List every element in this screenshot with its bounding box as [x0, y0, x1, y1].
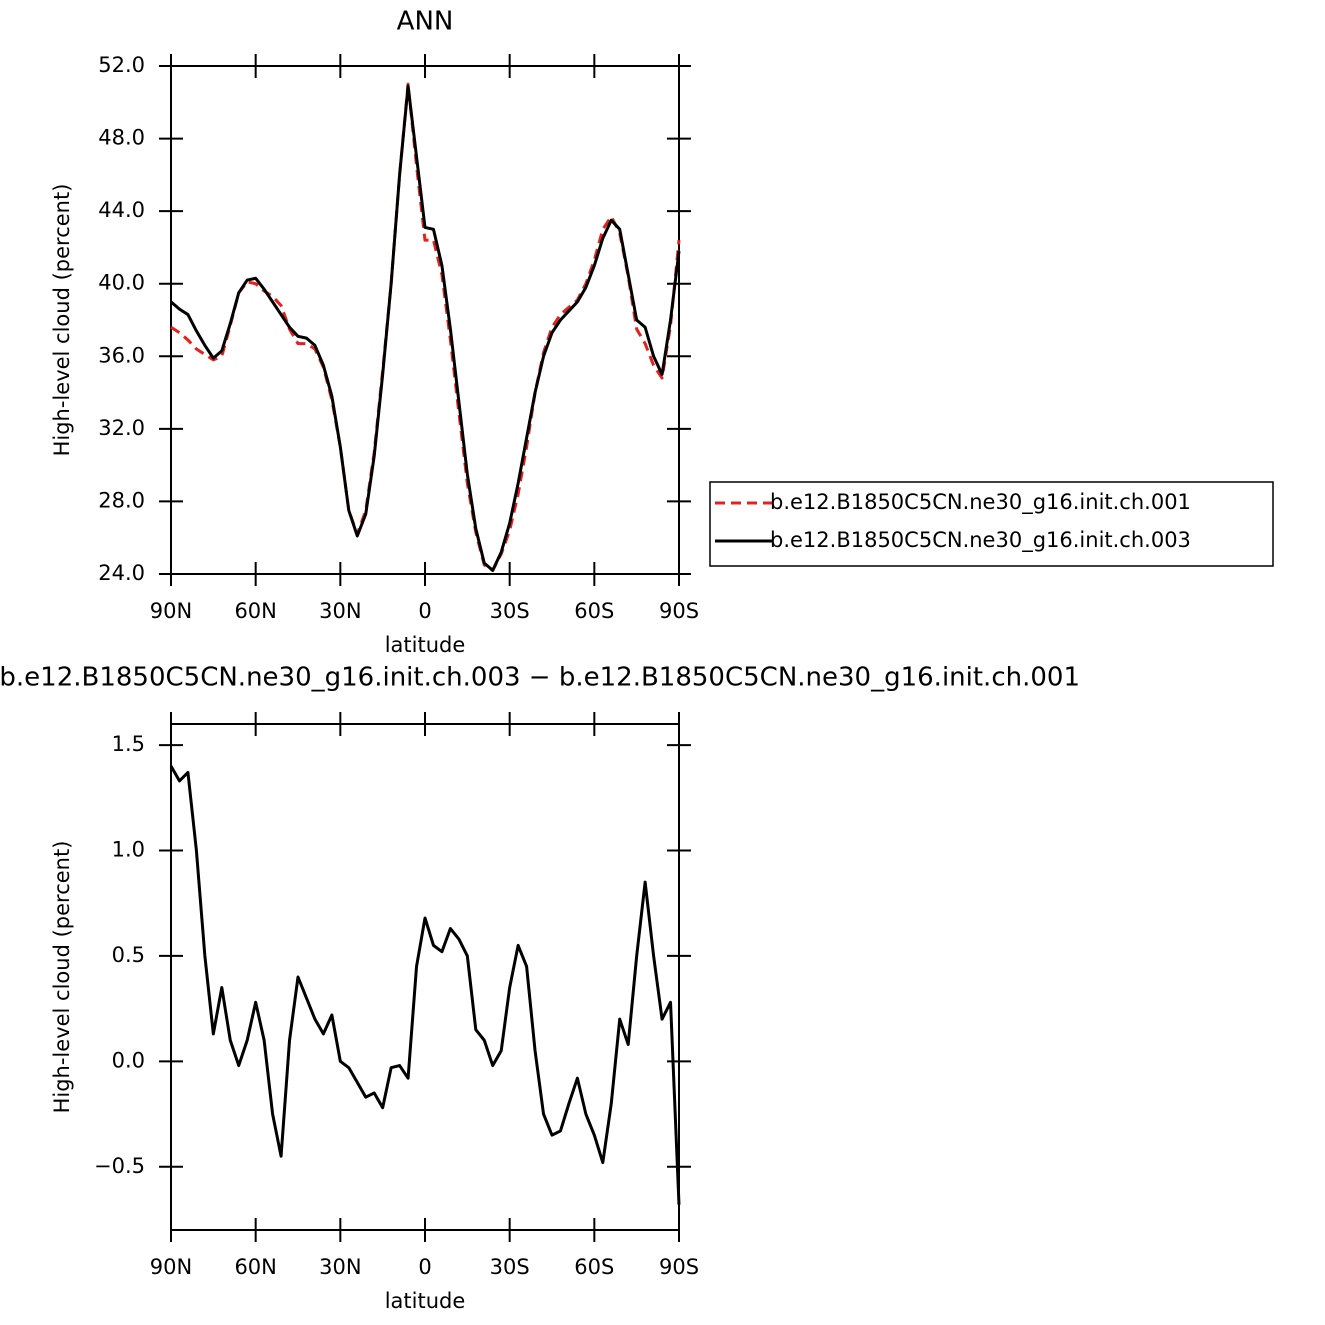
- legend-label: b.e12.B1850C5CN.ne30_g16.init.ch.003: [770, 528, 1191, 553]
- y-tick-label: 28.0: [98, 488, 145, 512]
- y-axis-label: High-level cloud (percent): [50, 184, 74, 457]
- x-tick-label: 0: [418, 599, 431, 623]
- x-tick-label: 60N: [234, 599, 276, 623]
- y-tick-label: 32.0: [98, 416, 145, 440]
- chart-title: b.e12.B1850C5CN.ne30_g16.init.ch.003 − b…: [0, 663, 1080, 693]
- y-tick-label: 1.5: [112, 732, 145, 756]
- x-tick-label: 90N: [150, 1255, 192, 1279]
- data-line: [170, 82, 681, 572]
- chart-title: ANN: [397, 7, 454, 37]
- legend-label: b.e12.B1850C5CN.ne30_g16.init.ch.001: [770, 490, 1191, 515]
- data-line: [169, 765, 681, 1205]
- x-tick-label: 30N: [319, 599, 361, 623]
- x-tick-label: 60S: [574, 599, 614, 623]
- y-axis-label: High-level cloud (percent): [50, 841, 74, 1114]
- plot-frame: [170, 723, 680, 1231]
- x-tick-label: 90S: [659, 1255, 699, 1279]
- x-tick-label: 30N: [319, 1255, 361, 1279]
- legend-box: [709, 481, 1274, 567]
- y-tick-label: 1.0: [112, 838, 145, 862]
- x-axis-label: latitude: [385, 1289, 466, 1313]
- x-axis-label: latitude: [385, 633, 466, 657]
- y-tick-label: 0.5: [112, 943, 145, 967]
- data-line: [170, 84, 681, 572]
- y-tick-label: 44.0: [98, 198, 145, 222]
- x-tick-label: 0: [418, 1255, 431, 1279]
- x-tick-label: 30S: [490, 599, 530, 623]
- x-tick-label: 90N: [150, 599, 192, 623]
- y-tick-label: 48.0: [98, 126, 145, 150]
- plot-frame: [170, 65, 680, 575]
- x-tick-label: 60N: [234, 1255, 276, 1279]
- y-tick-label: −0.5: [94, 1154, 145, 1178]
- y-tick-label: 24.0: [98, 561, 145, 585]
- y-tick-label: 36.0: [98, 343, 145, 367]
- x-tick-label: 60S: [574, 1255, 614, 1279]
- y-tick-label: 0.0: [112, 1048, 145, 1072]
- x-tick-label: 30S: [490, 1255, 530, 1279]
- x-tick-label: 90S: [659, 599, 699, 623]
- y-tick-label: 52.0: [98, 53, 145, 77]
- y-tick-label: 40.0: [98, 271, 145, 295]
